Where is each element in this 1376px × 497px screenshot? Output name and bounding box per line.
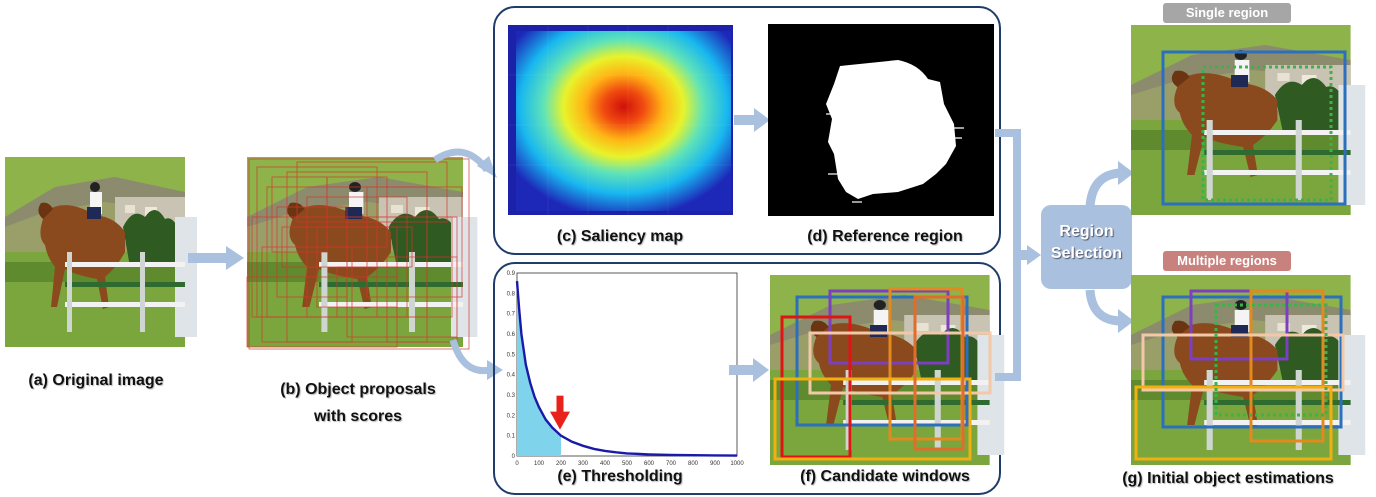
y-tick-label: 0.7: [507, 312, 516, 318]
caption-object-proposals-line2: with scores: [313, 408, 403, 425]
arrow-e-to-f: [729, 358, 769, 382]
y-tick-label: 0: [512, 454, 516, 460]
split-arrows: [1085, 161, 1134, 333]
single-region-tag: Single region: [1163, 3, 1291, 23]
original-image: [5, 157, 197, 347]
caption-original-image: (a) Original image: [28, 372, 164, 389]
x-tick-label: 400: [600, 461, 611, 467]
caption-thresholding: (e) Thresholding: [557, 468, 683, 485]
curved-arrows-b: [433, 148, 503, 380]
threshold-arrow: [550, 395, 570, 430]
x-tick-label: 700: [666, 461, 677, 467]
threshold-fill: [517, 281, 561, 456]
y-tick-label: 0.4: [507, 373, 516, 379]
object-proposals-image: [246, 157, 478, 350]
caption-object-proposals: (b) Object proposals with scores: [238, 376, 478, 430]
multiple-regions-tag: Multiple regions: [1163, 251, 1291, 271]
x-tick-label: 500: [622, 461, 633, 467]
y-tick-label: 0.3: [507, 393, 516, 399]
threshold-chart: 0 100 200 300 400 500 600 700 800 900 1000 0 0.1 0.2…: [507, 271, 745, 467]
saliency-map: [508, 25, 733, 215]
x-tick-label: 600: [644, 461, 655, 467]
y-tick-label: 0.8: [507, 291, 516, 297]
caption-saliency-map: (c) Saliency map: [556, 228, 684, 245]
y-tick-label: 0.9: [507, 271, 516, 277]
x-tick-label: 900: [710, 461, 721, 467]
single-region-image: [1131, 25, 1366, 215]
x-tick-label: 300: [578, 461, 589, 467]
caption-initial-estimations: (g) Initial object estimations: [1122, 470, 1334, 487]
caption-reference-region: (d) Reference region: [807, 228, 963, 245]
arrow-c-to-d: [734, 108, 770, 132]
x-tick-label: 800: [688, 461, 699, 467]
region-selection-box: Region Selection: [1041, 205, 1132, 289]
y-tick-label: 0.5: [507, 352, 516, 358]
multiple-regions-image: [1131, 275, 1366, 465]
x-tick-label: 0: [515, 461, 519, 467]
merge-bracket: [995, 129, 1041, 381]
chart-plot-area: [516, 272, 738, 457]
y-tick-label: 0.1: [507, 434, 516, 440]
y-tick-label: 0.6: [507, 332, 516, 338]
x-tick-label: 100: [534, 461, 545, 467]
caption-candidate-windows: (f) Candidate windows: [800, 468, 970, 485]
x-tick-label: 200: [556, 461, 567, 467]
candidate-windows: [770, 275, 1005, 465]
region-selection-line1: Region: [1059, 223, 1114, 240]
y-tick-label: 0.2: [507, 413, 516, 419]
arrow-a-to-b: [188, 246, 244, 270]
region-selection-line2: Selection: [1050, 245, 1123, 262]
x-tick-label: 1000: [730, 461, 744, 467]
caption-object-proposals-line1: (b) Object proposals: [280, 381, 436, 398]
score-curve: [515, 281, 738, 457]
reference-region: [768, 24, 994, 216]
